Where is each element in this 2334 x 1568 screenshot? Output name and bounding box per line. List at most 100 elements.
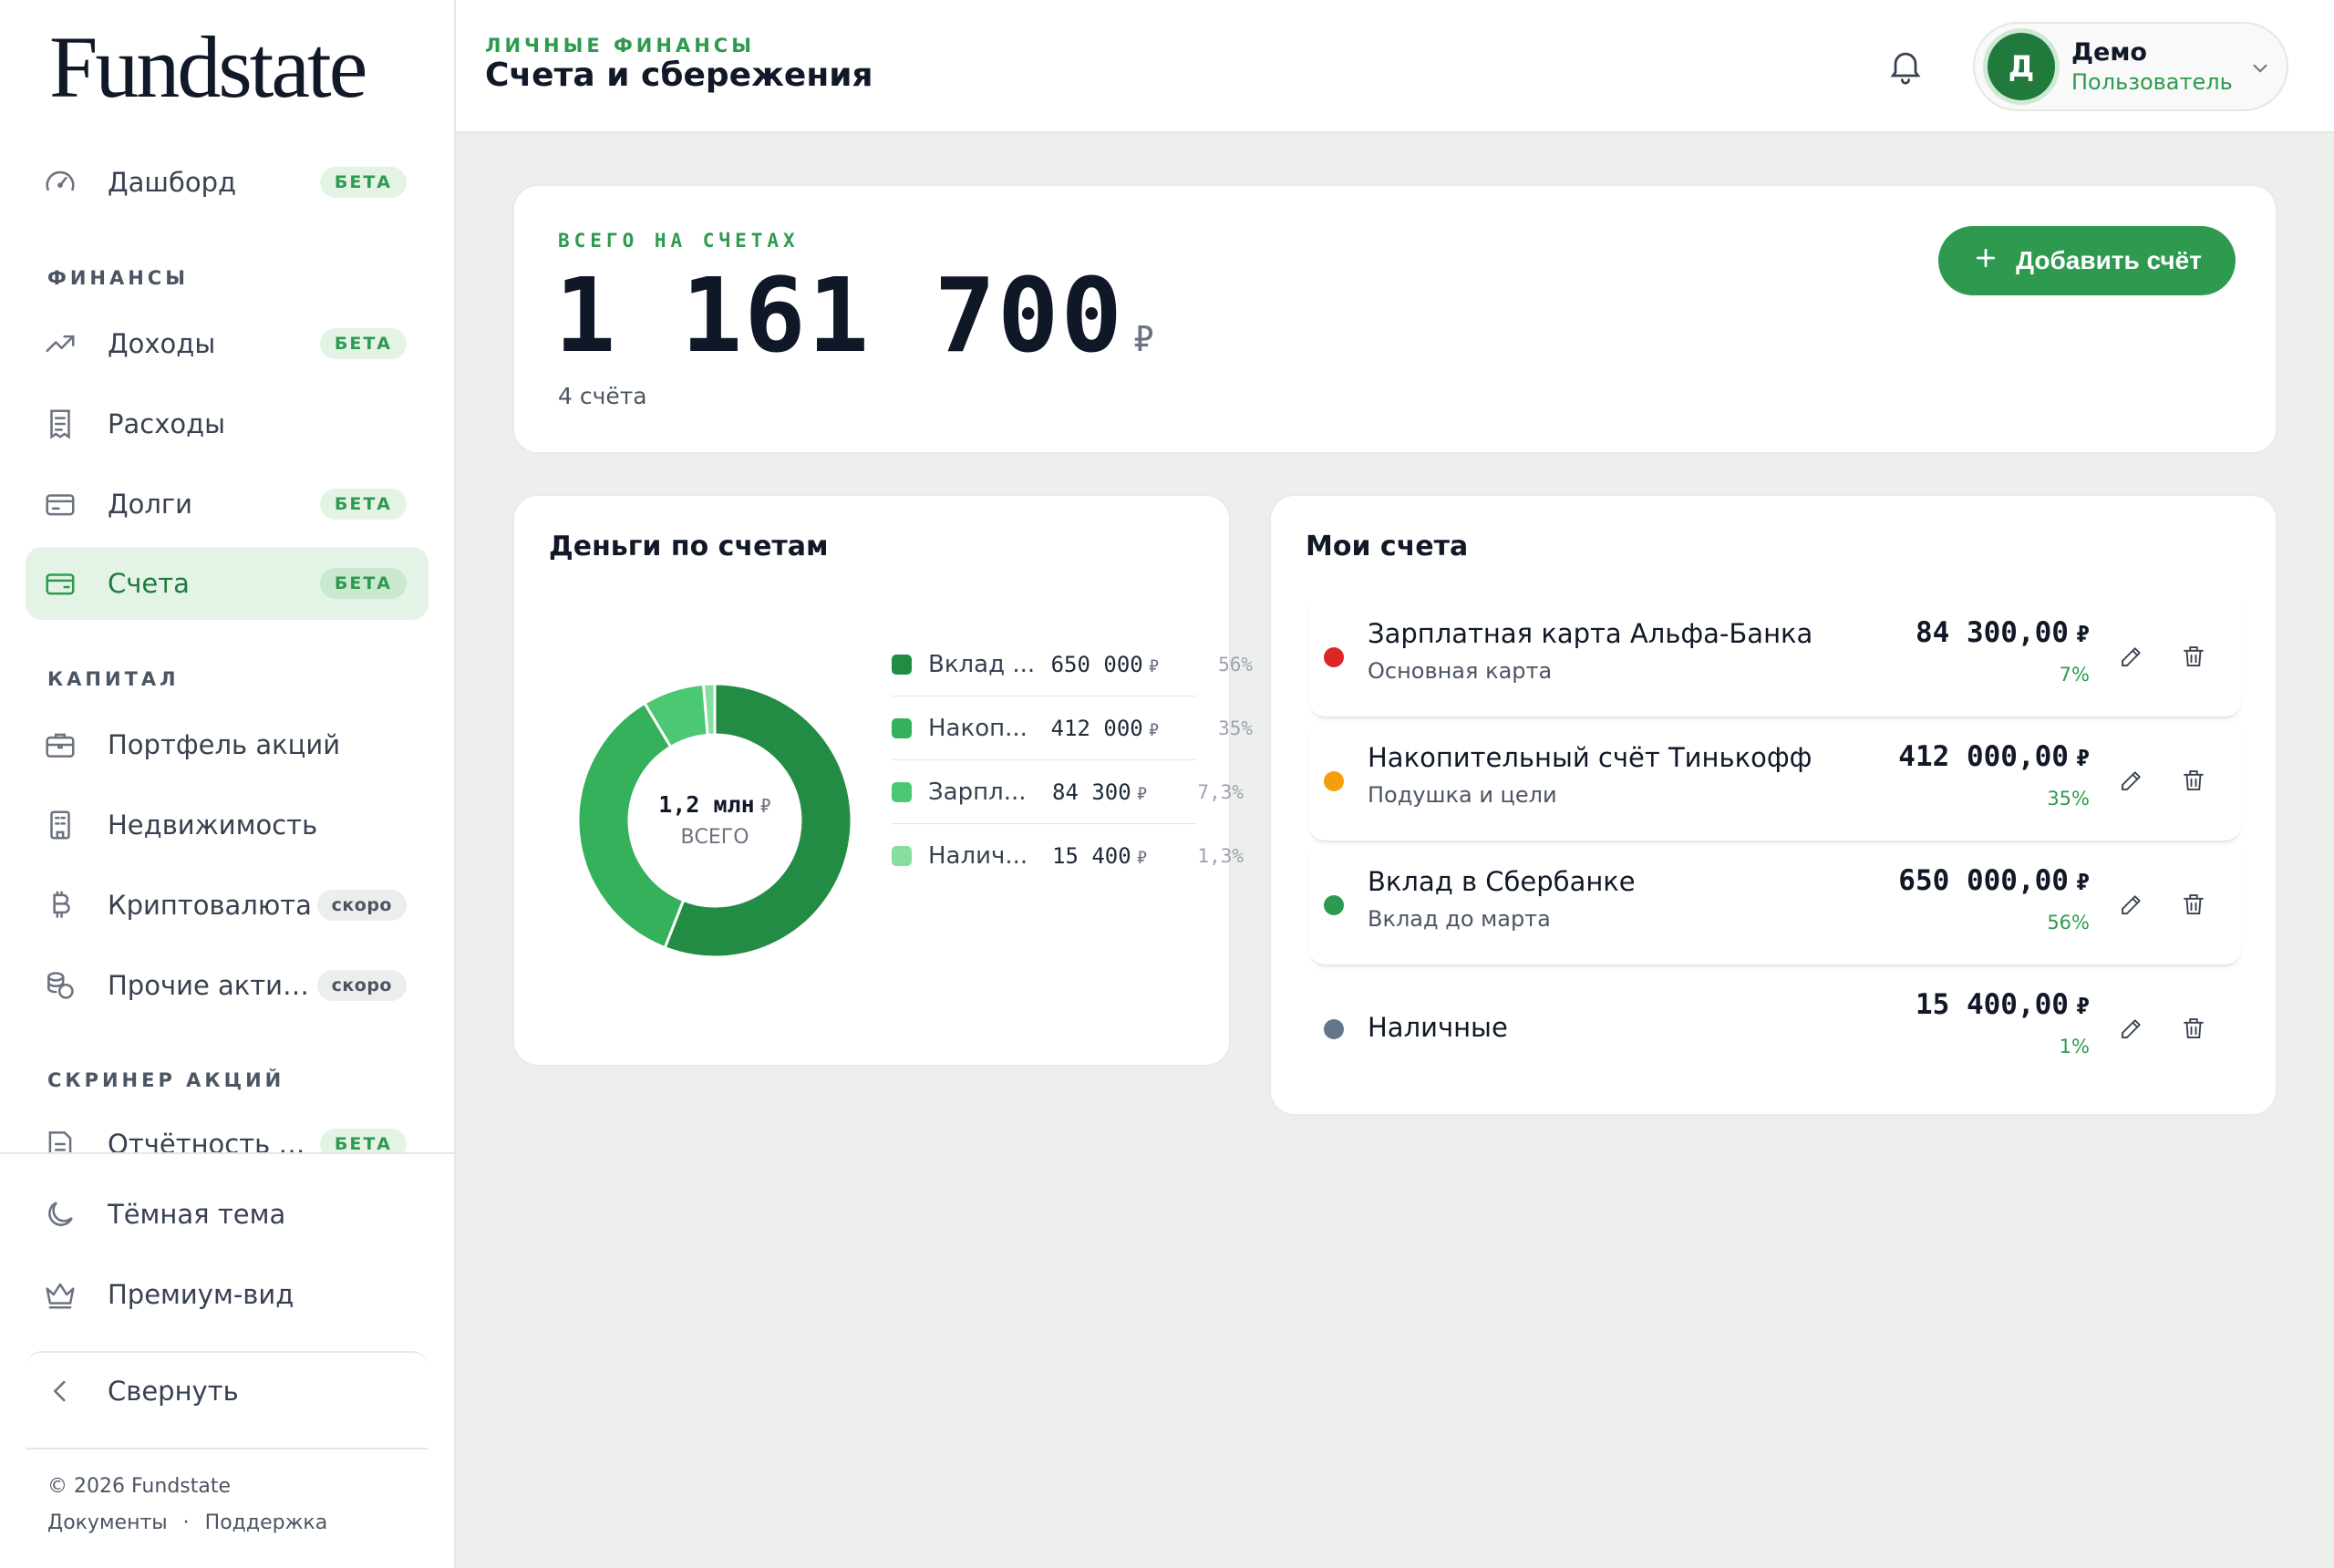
sidebar-item-company-reports[interactable]: Отчётность компаний БЕТА <box>26 1108 429 1153</box>
trash-icon[interactable] <box>2174 760 2214 800</box>
avatar: Д <box>1988 33 2055 100</box>
account-amount: 15 400,00 ₽ <box>1916 988 2090 1021</box>
trash-icon[interactable] <box>2174 636 2214 676</box>
trash-icon[interactable] <box>2174 1008 2214 1048</box>
receipt-icon <box>26 407 108 441</box>
donut-center-currency: ₽ <box>759 795 771 817</box>
legend-amount: 84 300 <box>1052 779 1131 805</box>
moon-icon <box>26 1197 108 1232</box>
sidebar-item-income[interactable]: Доходы БЕТА <box>26 307 429 380</box>
donut-center-value: 1,2 млн ₽ <box>569 791 861 818</box>
trending-up-icon <box>26 326 108 361</box>
donut-center-label: ВСЕГО <box>680 826 749 849</box>
footer-divider <box>26 1448 429 1449</box>
legend-item[interactable]: Налич... 15 400 ₽ 1,3% <box>892 824 1253 888</box>
account-row[interactable]: Вклад в Сбербанке Вклад до марта 650 000… <box>1309 842 2241 966</box>
support-link[interactable]: Поддержка <box>204 1511 328 1534</box>
legend-item[interactable]: Вклад ... 650 000 ₽ 56% <box>892 633 1253 696</box>
sidebar-item-debts[interactable]: Долги БЕТА <box>26 468 429 541</box>
account-name: Зарплатная карта Альфа-Банка <box>1368 618 1813 649</box>
add-account-label: Добавить счёт <box>2016 246 2202 274</box>
sidebar-item-real-estate[interactable]: Недвижимость <box>26 789 429 861</box>
sidebar-item-expenses[interactable]: Расходы <box>26 387 429 460</box>
sidebar-item-stock-portfolio[interactable]: Портфель акций <box>26 708 429 781</box>
docs-link[interactable]: Документы <box>47 1511 168 1534</box>
account-name: Наличные <box>1368 1012 1508 1043</box>
account-percent: 35% <box>2047 788 2090 810</box>
legend-label: Налич... <box>928 842 1028 870</box>
account-subtitle: Вклад до марта <box>1368 906 1551 932</box>
donut-chart: 1,2 млн ₽ ВСЕГО <box>569 675 861 966</box>
building-icon <box>26 808 108 842</box>
accounts-title: Мои счета <box>1306 531 1469 562</box>
user-name: Демо <box>2071 38 2147 67</box>
user-menu[interactable]: Д Демо Пользователь <box>1973 22 2288 111</box>
pencil-icon[interactable] <box>2112 760 2152 800</box>
account-amount: 84 300,00 ₽ <box>1916 616 2090 649</box>
sidebar-item-crypto[interactable]: Криптовалюта скоро <box>26 869 429 942</box>
sidebar-item-label: Недвижимость <box>108 810 318 841</box>
collapse-sidebar-button[interactable]: Свернуть <box>26 1351 429 1429</box>
legend-swatch <box>892 718 912 738</box>
account-row[interactable]: Накопительный счёт Тинькофф Подушка и це… <box>1309 718 2241 842</box>
account-percent: 56% <box>2047 912 2090 934</box>
dark-theme-toggle[interactable]: Тёмная тема <box>26 1178 429 1251</box>
account-subtitle: Основная карта <box>1368 658 1553 684</box>
sidebar-item-accounts[interactable]: Счета БЕТА <box>26 547 429 620</box>
pencil-icon[interactable] <box>2112 884 2152 924</box>
donut-slice[interactable] <box>701 682 717 737</box>
account-currency: ₽ <box>2075 993 2090 1019</box>
beta-badge: БЕТА <box>319 568 407 599</box>
bell-icon[interactable] <box>1885 46 1926 89</box>
add-account-button[interactable]: Добавить счёт <box>1938 226 2236 295</box>
page-title: Счета и сбережения <box>485 57 873 94</box>
footer-links: Документы · Поддержка <box>47 1511 336 1534</box>
sidebar-divider <box>0 1152 456 1154</box>
sidebar-item-label: Криптовалюта <box>108 890 312 921</box>
account-row[interactable]: Наличные 15 400,00 ₽ 1% <box>1309 966 2241 1090</box>
sidebar-item-other-assets[interactable]: Прочие активы скоро <box>26 949 429 1022</box>
footer-separator: · <box>182 1511 190 1534</box>
account-currency: ₽ <box>2075 745 2090 771</box>
donut-slice[interactable] <box>576 701 686 950</box>
donut-center-amount: 1,2 млн <box>658 791 755 818</box>
sidebar-item-label: Дашборд <box>108 167 237 198</box>
sidebar-item-label: Расходы <box>108 408 226 439</box>
legend-swatch <box>892 846 912 866</box>
donut-slice[interactable] <box>663 682 853 959</box>
legend-item[interactable]: Накоп... 412 000 ₽ 35% <box>892 696 1253 760</box>
premium-view-toggle[interactable]: Премиум-вид <box>26 1258 429 1331</box>
legend-item[interactable]: Зарпл... 84 300 ₽ 7,3% <box>892 760 1253 824</box>
legend-value: 650 000 ₽ <box>1040 652 1188 677</box>
crown-icon <box>26 1277 108 1312</box>
distribution-title: Деньги по счетам <box>549 531 829 562</box>
account-name: Вклад в Сбербанке <box>1368 866 1636 897</box>
legend-label: Вклад ... <box>928 651 1036 678</box>
pencil-icon[interactable] <box>2112 636 2152 676</box>
soon-badge: скоро <box>316 890 407 921</box>
wallet-icon <box>26 566 108 601</box>
account-percent: 1% <box>2059 1036 2090 1057</box>
legend-amount: 412 000 <box>1050 716 1143 741</box>
pencil-icon[interactable] <box>2112 1008 2152 1048</box>
legend-value: 15 400 ₽ <box>1041 843 1178 869</box>
sidebar-nav[interactable]: Дашборд БЕТА ФИНАНСЫ Доходы БЕТА Расходы… <box>0 150 456 1153</box>
sidebar-item-label: Долги <box>108 489 193 520</box>
account-row[interactable]: Зарплатная карта Альфа-Банка Основная ка… <box>1309 594 2241 718</box>
account-amount-value: 15 400,00 <box>1915 988 2069 1021</box>
total-amount: 1 161 700 <box>554 257 1124 376</box>
sidebar-item-dashboard[interactable]: Дашборд БЕТА <box>26 150 429 219</box>
briefcase-icon <box>26 727 108 762</box>
trash-icon[interactable] <box>2174 884 2214 924</box>
user-role: Пользователь <box>2071 69 2233 95</box>
chevron-down-icon <box>2248 57 2272 84</box>
section-title-finance: ФИНАНСЫ <box>47 267 189 289</box>
chevron-left-icon <box>26 1376 108 1407</box>
account-color-dot <box>1324 771 1344 791</box>
app-logo[interactable]: Fundstate <box>49 18 367 116</box>
account-currency: ₽ <box>2075 869 2090 895</box>
total-currency: ₽ <box>1132 319 1156 359</box>
legend-label: Накоп... <box>928 715 1028 742</box>
legend-label: Зарпл... <box>928 779 1027 806</box>
coins-icon <box>26 968 108 1003</box>
